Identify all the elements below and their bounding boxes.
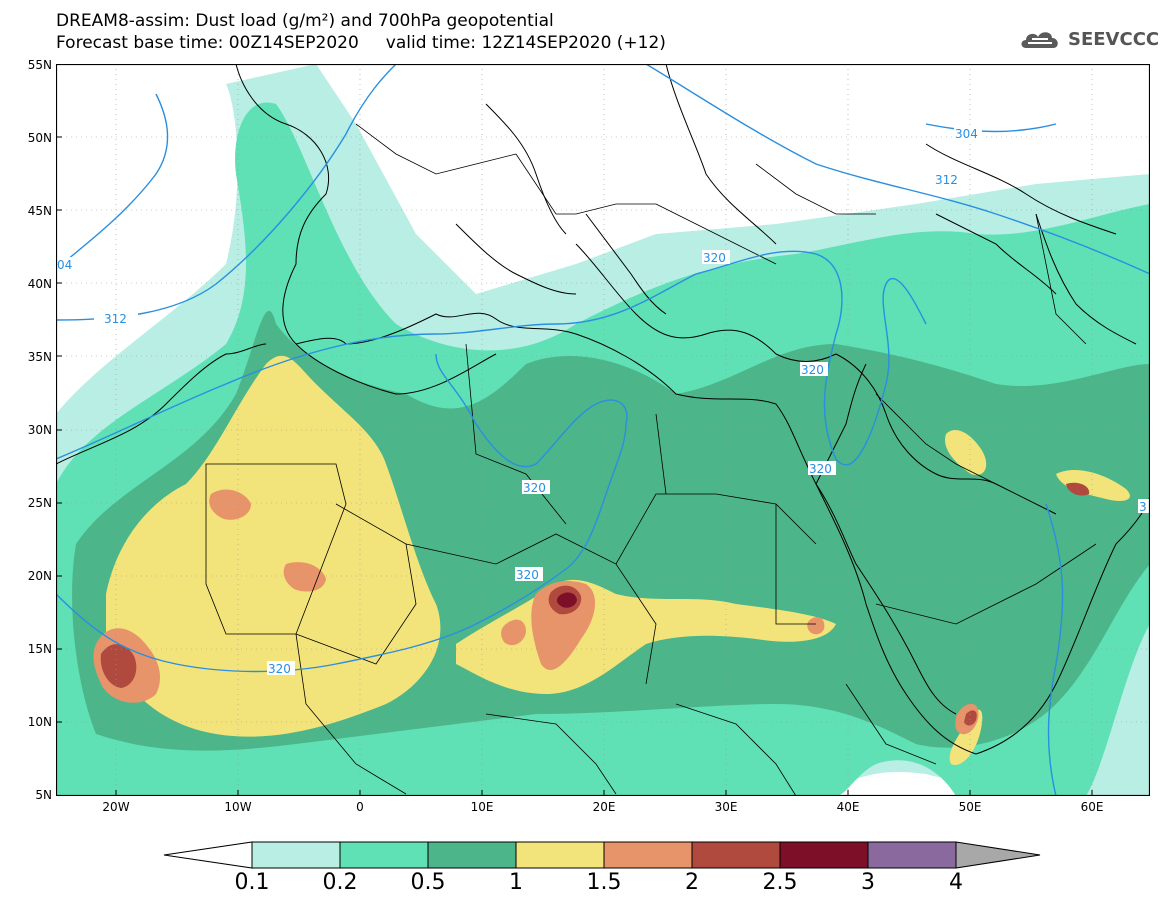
- lat-label: 40N: [27, 277, 52, 291]
- dust-level-2.5: [556, 592, 577, 608]
- contour-label: 320: [801, 363, 824, 377]
- colorbar-segment: [427, 841, 517, 869]
- colorbar-segment: [779, 841, 869, 869]
- contour-label: 320: [809, 462, 832, 476]
- dust-level-1.5: [209, 489, 251, 520]
- dust-level-1.5: [501, 619, 526, 646]
- dust-shading: [56, 64, 1150, 796]
- dust-level-2: [1066, 482, 1090, 496]
- colorbar-segment: [691, 841, 781, 869]
- axis-ticks: [56, 136, 1093, 796]
- colorbar-segment: [867, 841, 957, 869]
- lat-label: 10N: [27, 715, 52, 729]
- contour-label-group: 304 312 320 320 320 320 320 320 312 04 3: [56, 126, 1150, 676]
- dust-level-1: [1056, 469, 1130, 501]
- colorbar-high-triangle: [955, 841, 1041, 869]
- lat-label: 55N: [27, 58, 52, 72]
- lon-label: 20W: [102, 800, 130, 814]
- dust-load-map: 304 312 320 320 320 320 320 320 312 04 3: [56, 64, 1150, 796]
- seevccc-logo: SEEVCCC: [1018, 26, 1159, 52]
- lon-label: 40E: [836, 800, 860, 814]
- colorbar-label: 2.5: [762, 870, 798, 895]
- colorbar-segment: [603, 841, 693, 869]
- country-borders: [205, 123, 1097, 796]
- lon-label: 0: [356, 800, 364, 814]
- colorbar-label: 1: [509, 870, 523, 895]
- colorbar: [163, 841, 1041, 869]
- contour-label: 312: [104, 312, 127, 326]
- colorbar-segment: [251, 841, 341, 869]
- contour-label: 320: [523, 481, 546, 495]
- cloud-icon: [1021, 32, 1058, 48]
- colorbar-label: 4: [949, 870, 963, 895]
- lat-label: 30N: [27, 423, 52, 437]
- colorbar-label: 1.5: [586, 870, 622, 895]
- colorbar-low-triangle: [163, 841, 253, 869]
- dust-level-1: [106, 355, 441, 737]
- contour-label: 320: [268, 662, 291, 676]
- colorbar-label: 0.2: [322, 870, 358, 895]
- lon-label: 50E: [958, 800, 982, 814]
- logo-text: SEEVCCC: [1068, 28, 1160, 50]
- graticule: [56, 64, 1150, 796]
- dust-level-1.5: [807, 617, 825, 635]
- colorbar-label: 0.5: [410, 870, 446, 895]
- lat-label: 45N: [27, 204, 52, 218]
- lon-label: 20E: [592, 800, 616, 814]
- lat-label: 50N: [27, 131, 52, 145]
- contour-label: 312: [935, 173, 958, 187]
- map-title: DREAM8-assim: Dust load (g/m²) and 700hP…: [56, 11, 554, 31]
- colorbar-label: 2: [685, 870, 699, 895]
- lat-label: 35N: [27, 350, 52, 364]
- colorbar-segment: [339, 841, 429, 869]
- lon-label: 10E: [470, 800, 494, 814]
- dust-level-1: [945, 429, 987, 475]
- colorbar-label: 0.1: [234, 870, 270, 895]
- lat-label: 20N: [27, 569, 52, 583]
- dust-level-2: [100, 644, 137, 688]
- lon-label: 30E: [714, 800, 738, 814]
- colorbar-segment: [515, 841, 605, 869]
- contour-label: 04: [57, 258, 72, 272]
- forecast-time-line: Forecast base time: 00Z14SEP2020 valid t…: [56, 33, 666, 53]
- dust-level-2: [964, 710, 977, 726]
- contour-label: 3: [1139, 500, 1147, 514]
- contour-label: 320: [703, 251, 726, 265]
- lat-label: 5N: [35, 788, 52, 802]
- lat-label: 25N: [27, 496, 52, 510]
- colorbar-label: 3: [861, 870, 875, 895]
- lon-label: 60E: [1080, 800, 1104, 814]
- lon-label: 10W: [224, 800, 252, 814]
- lat-label: 15N: [27, 642, 52, 656]
- contour-label: 320: [516, 568, 539, 582]
- contour-label: 304: [955, 127, 978, 141]
